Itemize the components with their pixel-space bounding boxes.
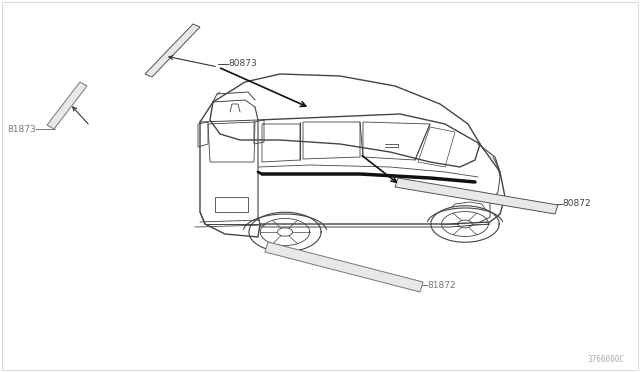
Polygon shape xyxy=(265,242,423,292)
Polygon shape xyxy=(145,24,200,77)
Text: 81872: 81872 xyxy=(427,280,456,289)
Text: 81873: 81873 xyxy=(7,125,36,134)
Text: 80873: 80873 xyxy=(228,60,257,68)
Polygon shape xyxy=(395,178,558,214)
Text: 80872: 80872 xyxy=(562,199,591,208)
Text: 3766000C: 3766000C xyxy=(588,355,625,364)
Polygon shape xyxy=(47,82,87,129)
